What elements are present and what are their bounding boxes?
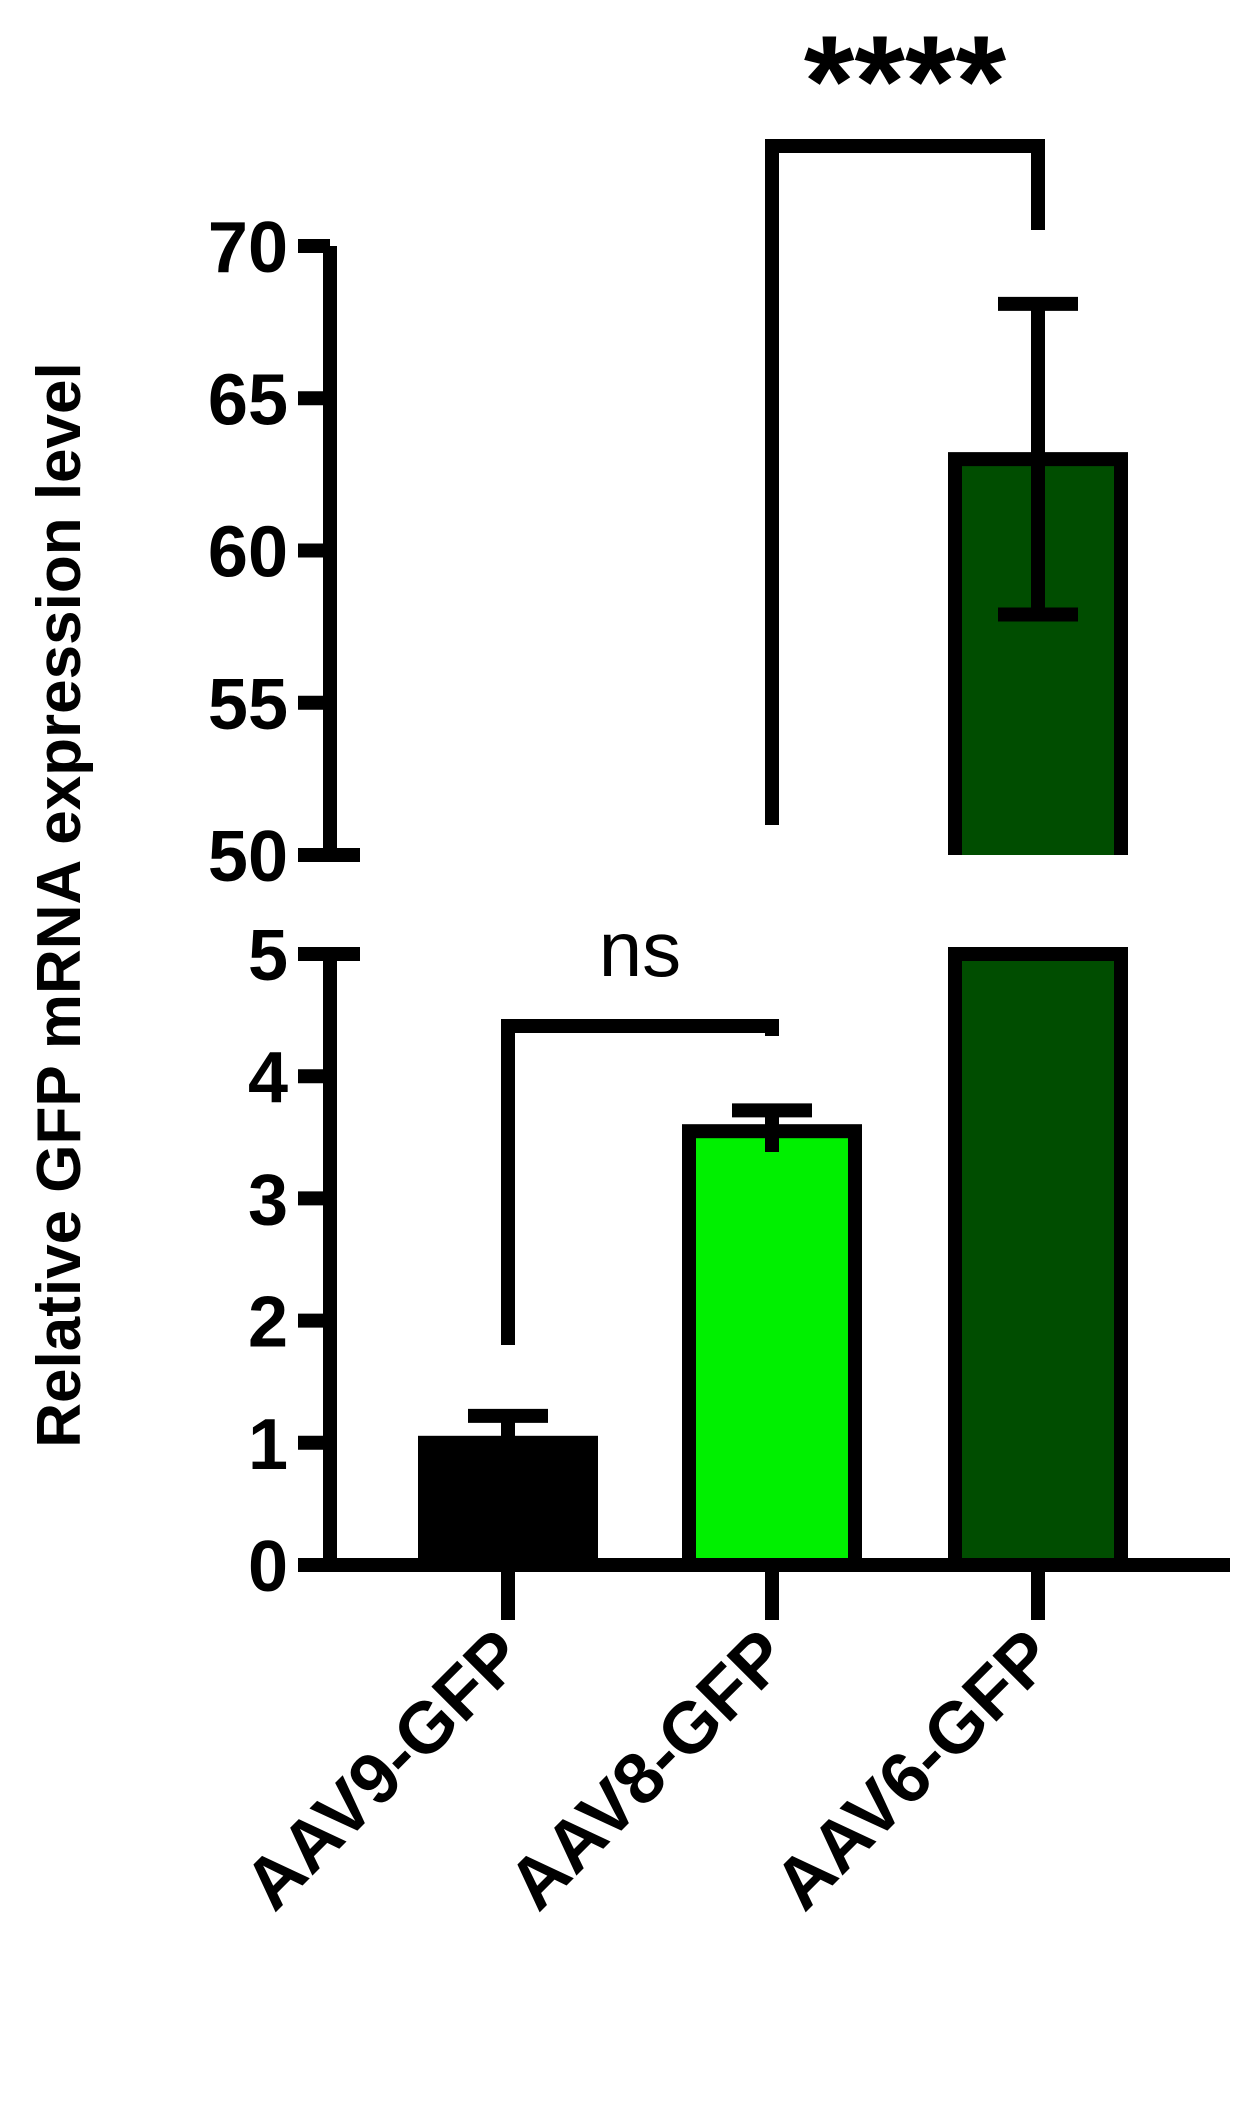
- y-tick-label-60: 60: [208, 513, 288, 593]
- y-tick-label-3: 3: [248, 1160, 288, 1240]
- x-tick-label-AAV9-GFP: AAV9-GFP: [229, 1615, 539, 1925]
- significance-bracket-1: [501, 1019, 779, 1345]
- significance-label-1: ns: [599, 905, 681, 993]
- x-tick-label-AAV8-GFP: AAV8-GFP: [493, 1615, 803, 1925]
- y-tick-label-70: 70: [208, 208, 288, 288]
- y-tick-label-5: 5: [248, 916, 288, 996]
- y-tick-label-55: 55: [208, 665, 288, 745]
- bar-AAV8-GFP: [682, 1124, 862, 1572]
- y-tick-label-4: 4: [248, 1038, 288, 1118]
- y-tick-label-65: 65: [208, 360, 288, 440]
- significance-brackets: ns ****: [501, 8, 1045, 1345]
- x-tick-label-AAV6-GFP: AAV6-GFP: [759, 1615, 1069, 1925]
- significance-label-2: ****: [804, 8, 1007, 154]
- error-bars: [468, 296, 1078, 1470]
- y-tick-label-2: 2: [248, 1283, 288, 1363]
- significance-bracket-2: [765, 139, 1045, 825]
- y-tick-label-50: 50: [208, 817, 288, 897]
- y-tick-label-0: 0: [248, 1527, 288, 1607]
- bar-AAV6-GFP-lower: [948, 947, 1128, 1565]
- y-axis-label: Relative GFP mRNA expression level: [25, 362, 94, 1447]
- y-tick-label-1: 1: [248, 1405, 288, 1485]
